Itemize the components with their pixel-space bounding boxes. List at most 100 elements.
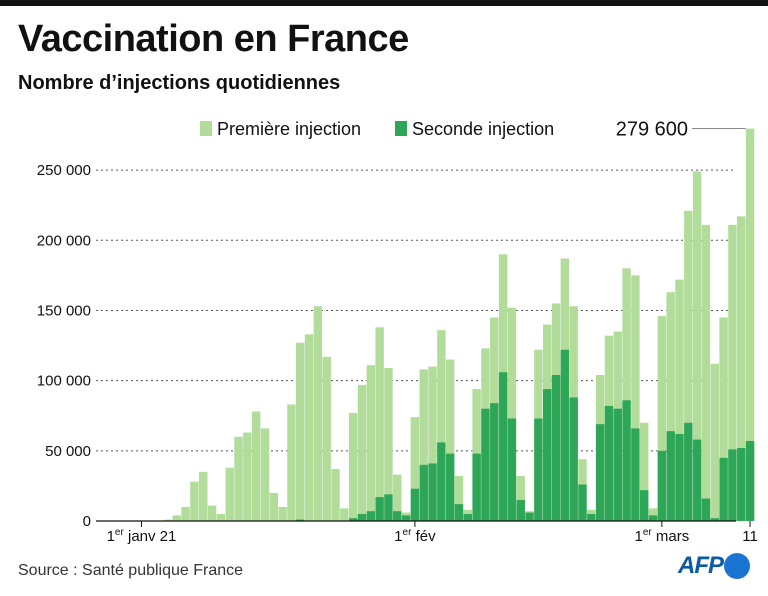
bar-first-injection (322, 356, 331, 521)
y-tick-label: 250 000 (37, 162, 91, 179)
bar-first-injection (710, 363, 719, 521)
bar-second-injection (410, 488, 420, 521)
bar-first-injection (684, 210, 693, 521)
x-tick-label-day: 1 (394, 528, 402, 545)
y-tick-label: 0 (83, 513, 91, 530)
y-tick-label: 50 000 (45, 443, 91, 460)
x-tick-label-day: 11 (742, 528, 758, 545)
bar-first-injection (225, 467, 234, 521)
bar-first-injection (410, 417, 420, 521)
bar-first-injection (163, 519, 173, 521)
series-second-injection (296, 349, 755, 521)
bar-second-injection (684, 422, 693, 521)
bar-first-injection (437, 330, 446, 521)
bar-second-injection (498, 372, 508, 521)
bar-second-injection (472, 453, 481, 521)
bar-first-injection (348, 412, 358, 521)
legend-swatch (395, 121, 407, 136)
bar-second-injection (296, 519, 305, 521)
bar-first-injection (287, 404, 296, 521)
bar-first-injection (251, 411, 261, 521)
bar-first-injection (260, 428, 270, 521)
bar-second-injection (675, 433, 684, 521)
bar-second-injection (640, 490, 649, 521)
bar-second-injection (419, 464, 428, 521)
bar-second-injection (543, 389, 552, 521)
bar-second-injection (595, 424, 605, 521)
bar-first-injection (666, 292, 675, 521)
bar-first-injection (393, 474, 402, 521)
bar-second-injection (490, 403, 499, 521)
bar-first-injection (454, 476, 464, 521)
bar-first-injection (313, 306, 323, 521)
bar-second-injection (587, 513, 596, 521)
bar-second-injection (481, 408, 490, 521)
bar-second-injection (454, 504, 464, 521)
bar-second-injection (604, 405, 614, 521)
bar-first-injection (207, 505, 217, 521)
bar-second-injection (613, 408, 622, 521)
legend-label: Première injection (217, 119, 361, 139)
legend-item: Première injection (200, 119, 361, 139)
afp-logo-text: AFP (678, 552, 724, 579)
bar-first-injection (745, 128, 755, 521)
y-tick-label: 150 000 (37, 302, 91, 319)
bar-first-injection (269, 492, 278, 521)
bar-second-injection (728, 449, 737, 521)
bar-first-injection (737, 216, 746, 522)
bar-second-injection (534, 418, 543, 521)
legend-label: Seconde injection (412, 119, 554, 139)
bar-second-injection (631, 428, 640, 521)
afp-logo: AFP (678, 552, 750, 580)
afp-logo-dot-icon (724, 553, 750, 579)
bar-second-injection (666, 431, 675, 521)
bar-first-injection (419, 369, 428, 521)
bar-second-injection (569, 397, 578, 521)
bar-second-injection (710, 518, 719, 521)
bar-first-injection (243, 432, 252, 521)
bar-second-injection (463, 513, 473, 521)
x-tick-label: 11 (742, 528, 758, 545)
bar-second-injection (648, 515, 658, 521)
bar-second-injection (745, 440, 755, 521)
bar-first-injection (384, 368, 393, 521)
legend-swatch (200, 121, 212, 136)
x-tick-label-ordinal: er (403, 527, 413, 538)
bar-first-injection (640, 422, 649, 521)
source-note: Source : Santé publique France (18, 562, 244, 579)
x-tick-label-month: fév (411, 528, 436, 545)
bar-second-injection (551, 375, 561, 521)
bar-second-injection (401, 515, 411, 521)
bar-second-injection (737, 448, 746, 521)
chart-title: Vaccination en France (18, 18, 409, 60)
bar-first-injection (366, 365, 375, 521)
bar-second-injection (692, 439, 702, 521)
bar-first-injection (331, 469, 340, 521)
legend-item: Seconde injection (395, 119, 554, 139)
y-tick-label: 200 000 (37, 232, 91, 249)
bar-first-injection (172, 515, 181, 521)
bar-first-injection (622, 268, 631, 521)
bar-first-injection (648, 508, 658, 521)
y-tick-label: 100 000 (37, 373, 91, 390)
legend: Première injection Seconde injection (200, 119, 554, 139)
bar-second-injection (445, 453, 455, 521)
bar-second-injection (437, 442, 446, 521)
bar-first-injection (340, 508, 349, 521)
bar-second-injection (348, 518, 358, 521)
bar-second-injection (516, 499, 525, 521)
bar-first-injection (357, 384, 367, 521)
peak-annotation-label: 279 600 (616, 119, 688, 141)
bar-second-injection (622, 400, 631, 521)
bar-second-injection (393, 511, 402, 521)
bar-first-injection (199, 471, 208, 521)
bar-first-injection (675, 279, 684, 521)
bar-first-injection (516, 476, 525, 521)
x-tick-label: 1er fév (394, 527, 436, 545)
bar-second-injection (560, 349, 570, 521)
top-rule (0, 0, 768, 6)
bar-first-injection (181, 506, 190, 521)
bar-first-injection (216, 513, 226, 521)
bar-second-injection (428, 463, 437, 521)
